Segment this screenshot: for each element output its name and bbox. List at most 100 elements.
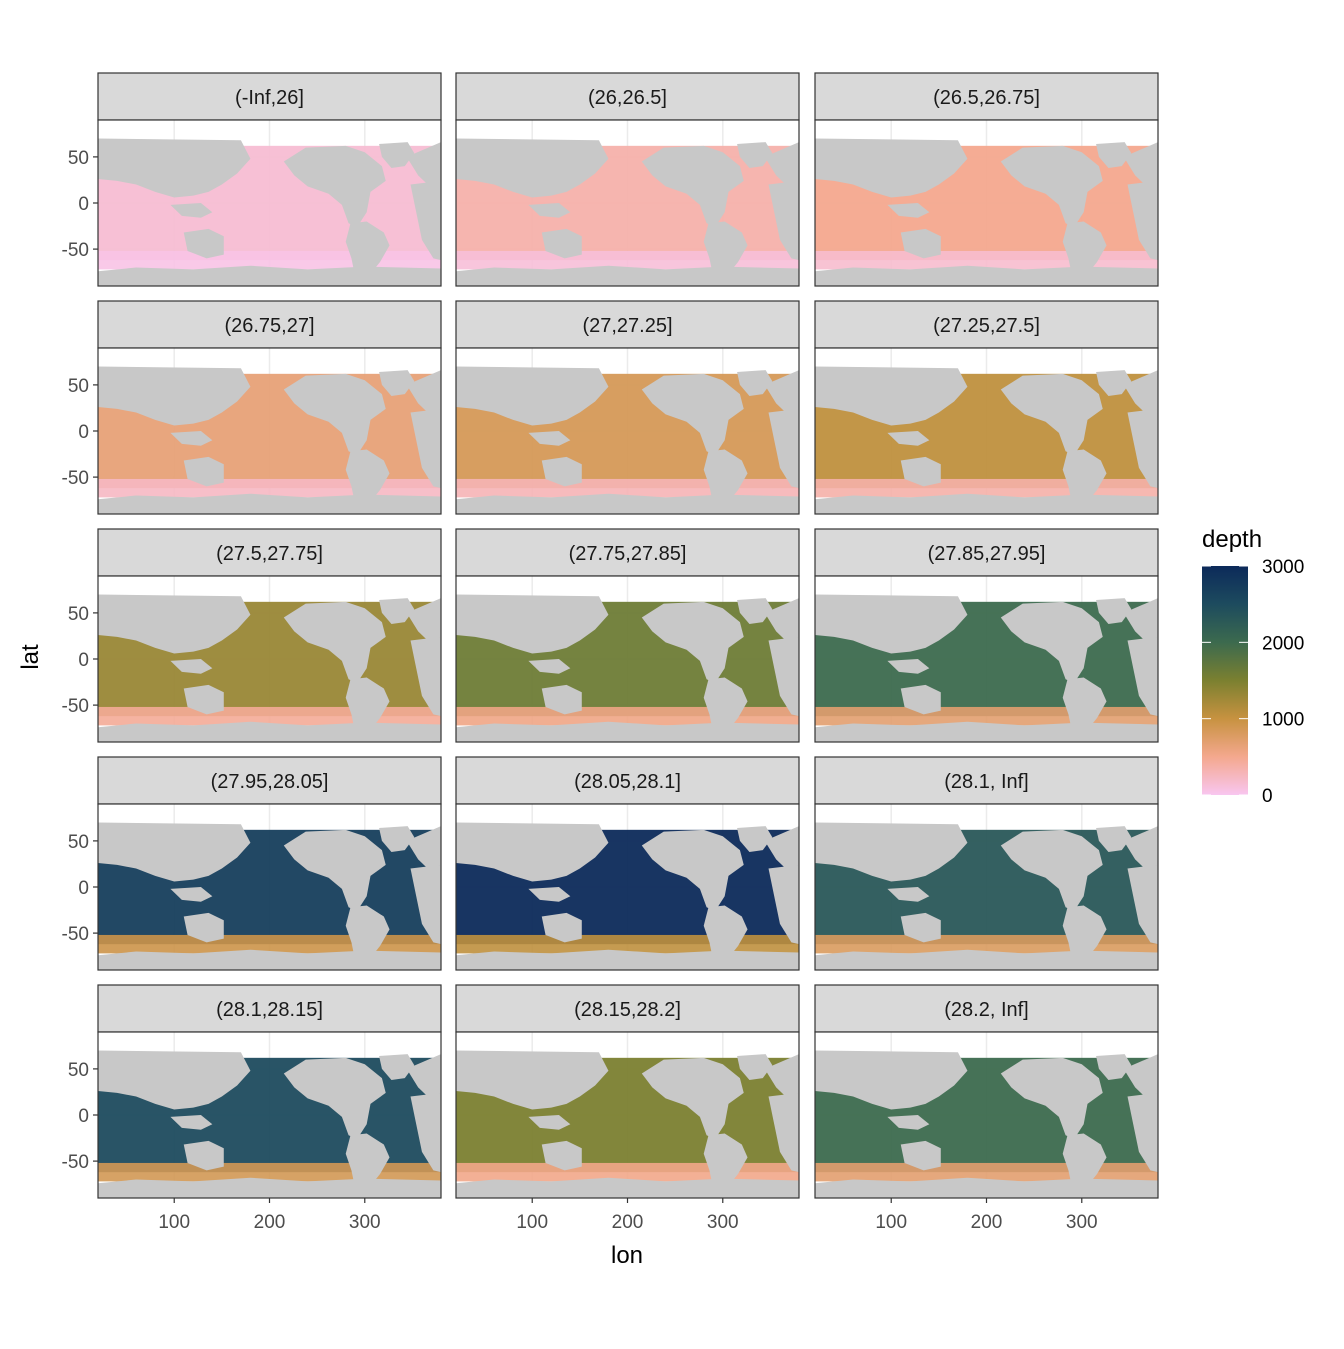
panel-map bbox=[815, 594, 1158, 742]
y-tick-label: 0 bbox=[78, 194, 89, 215]
depth-legend: depth 0 1000 2000 3000 bbox=[1202, 526, 1304, 807]
axes: 50 0 -50 50 0 -50 50 0 -50 50 0 -50 50 0 -50 100 200 300 1… bbox=[62, 148, 1098, 1233]
southern-ocean-band bbox=[456, 706, 799, 726]
facet-strip bbox=[455, 300, 800, 349]
facet-strip bbox=[97, 984, 442, 1033]
panel-map bbox=[456, 822, 799, 970]
facet-strip-label: (28.1,28.15] bbox=[216, 999, 323, 1021]
facet-strip bbox=[97, 72, 442, 121]
panel-border bbox=[455, 347, 800, 515]
facet-strip-label: (28.1, Inf] bbox=[944, 771, 1029, 793]
facet-panel: (-Inf,26] bbox=[97, 72, 442, 287]
facet-strip bbox=[455, 528, 800, 577]
facet-panel: (26,26.5] bbox=[455, 72, 800, 287]
facet-strip bbox=[97, 300, 442, 349]
x-tick-label: 200 bbox=[612, 1212, 644, 1233]
facet-panel: (27.75,27.85] bbox=[455, 528, 800, 743]
panel-border bbox=[814, 803, 1159, 971]
facet-panel: (28.1,28.15] bbox=[97, 984, 442, 1199]
facet-strip-label: (26,26.5] bbox=[588, 87, 667, 109]
legend-colorbar bbox=[1202, 566, 1248, 795]
panel-map bbox=[456, 366, 799, 514]
facet-strip bbox=[814, 756, 1159, 805]
facet-strip-label: (27.25,27.5] bbox=[933, 315, 1040, 337]
panel-border bbox=[455, 575, 800, 743]
panel-map bbox=[98, 366, 441, 514]
panel-map bbox=[98, 594, 441, 742]
y-tick-label: -50 bbox=[62, 696, 89, 717]
y-tick-label: -50 bbox=[62, 1152, 89, 1173]
panel-map bbox=[456, 1050, 799, 1198]
x-tick-label: 300 bbox=[707, 1212, 739, 1233]
y-tick-label: 0 bbox=[78, 422, 89, 443]
panel-border bbox=[814, 119, 1159, 287]
facet-panel: (28.1, Inf] bbox=[814, 756, 1159, 971]
facet-strip bbox=[97, 528, 442, 577]
facet-strip-label: (-Inf,26] bbox=[235, 87, 304, 109]
facet-strip-label: (27,27.25] bbox=[582, 315, 672, 337]
southern-ocean-band bbox=[456, 478, 799, 498]
legend-tick-label: 0 bbox=[1262, 786, 1273, 807]
y-tick-label: 50 bbox=[68, 1060, 89, 1081]
legend-tick-label: 2000 bbox=[1262, 633, 1304, 654]
panel-map bbox=[815, 366, 1158, 514]
facet-panel: (27.85,27.95] bbox=[814, 528, 1159, 743]
facet-panel: (26.75,27] bbox=[97, 300, 442, 515]
legend-ticks: 0 1000 2000 3000 bbox=[1202, 557, 1304, 807]
y-tick-label: -50 bbox=[62, 924, 89, 945]
facet-panel: (28.2, Inf] bbox=[814, 984, 1159, 1199]
facet-strip-label: (28.05,28.1] bbox=[574, 771, 681, 793]
facet-panel: (27,27.25] bbox=[455, 300, 800, 515]
facet-strip bbox=[455, 984, 800, 1033]
y-tick-label: 0 bbox=[78, 878, 89, 899]
x-tick-label: 100 bbox=[158, 1212, 190, 1233]
southern-ocean-band bbox=[815, 934, 1158, 954]
y-tick-label: -50 bbox=[62, 468, 89, 489]
facet-strip-label: (26.75,27] bbox=[224, 315, 314, 337]
facet-panel: (27.25,27.5] bbox=[814, 300, 1159, 515]
y-axis-title: lat bbox=[17, 644, 44, 670]
southern-ocean-band bbox=[98, 1162, 441, 1182]
facet-panel: (27.95,28.05] bbox=[97, 756, 442, 971]
facet-strip-label: (27.5,27.75] bbox=[216, 543, 323, 565]
panel-border bbox=[814, 575, 1159, 743]
legend-tick-label: 3000 bbox=[1262, 557, 1304, 578]
facet-strip-label: (27.85,27.95] bbox=[928, 543, 1046, 565]
y-tick-label: -50 bbox=[62, 240, 89, 261]
facet-strip-label: (27.75,27.85] bbox=[569, 543, 687, 565]
y-tick-label: 50 bbox=[68, 604, 89, 625]
facet-panel: (27.5,27.75] bbox=[97, 528, 442, 743]
y-tick-label: 50 bbox=[68, 832, 89, 853]
panel-map bbox=[98, 1050, 441, 1198]
panel-map bbox=[815, 822, 1158, 970]
southern-ocean-band bbox=[456, 934, 799, 954]
y-tick-label: 0 bbox=[78, 650, 89, 671]
facet-strip-label: (28.2, Inf] bbox=[944, 999, 1029, 1021]
x-tick-label: 200 bbox=[971, 1212, 1003, 1233]
panel-map bbox=[815, 138, 1158, 286]
southern-ocean-band bbox=[815, 250, 1158, 270]
y-tick-label: 0 bbox=[78, 1106, 89, 1127]
facet-strip bbox=[814, 528, 1159, 577]
southern-ocean-band bbox=[98, 934, 441, 954]
southern-ocean-band bbox=[98, 250, 441, 270]
facet-strip-label: (27.95,28.05] bbox=[211, 771, 329, 793]
x-tick-label: 300 bbox=[1066, 1212, 1098, 1233]
x-tick-label: 200 bbox=[254, 1212, 286, 1233]
panel-map bbox=[98, 138, 441, 286]
y-tick-label: 50 bbox=[68, 376, 89, 397]
facet-strip bbox=[814, 984, 1159, 1033]
facet-strip bbox=[814, 300, 1159, 349]
southern-ocean-band bbox=[456, 1162, 799, 1182]
facet-panels: (-Inf,26] (26,26.5] (26.5,26.75] (26.75,27]… bbox=[97, 72, 1159, 1199]
panel-map bbox=[98, 822, 441, 970]
facet-panel: (26.5,26.75] bbox=[814, 72, 1159, 287]
southern-ocean-band bbox=[815, 478, 1158, 498]
southern-ocean-band bbox=[456, 250, 799, 270]
facet-strip bbox=[455, 756, 800, 805]
panel-map bbox=[815, 1050, 1158, 1198]
x-tick-label: 100 bbox=[875, 1212, 907, 1233]
panel-border bbox=[455, 119, 800, 287]
